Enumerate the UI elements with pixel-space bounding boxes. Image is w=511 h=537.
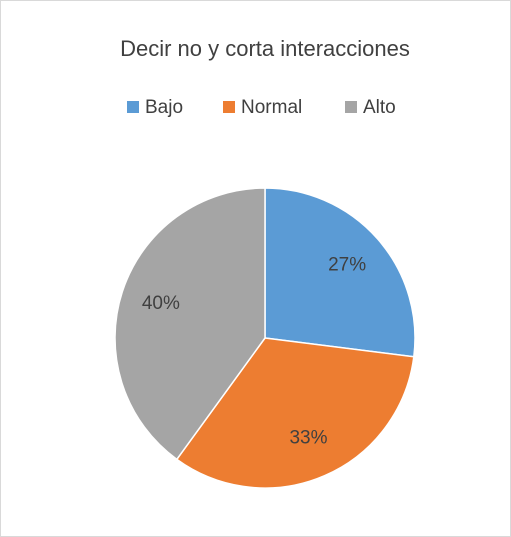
pie-slice xyxy=(264,187,416,358)
data-label: 27% xyxy=(328,255,366,276)
chart-title: Decir no y corta interacciones xyxy=(120,36,410,61)
pie-slice xyxy=(114,187,266,461)
legend-swatch xyxy=(345,101,357,113)
data-label: 33% xyxy=(289,428,327,449)
legend-label: Alto xyxy=(363,97,396,118)
data-label: 40% xyxy=(142,293,180,314)
legend-swatch xyxy=(223,101,235,113)
pie-slice xyxy=(175,337,415,489)
legend-label: Bajo xyxy=(145,97,183,118)
legend-swatch xyxy=(127,101,139,113)
legend-label: Normal xyxy=(241,97,302,118)
